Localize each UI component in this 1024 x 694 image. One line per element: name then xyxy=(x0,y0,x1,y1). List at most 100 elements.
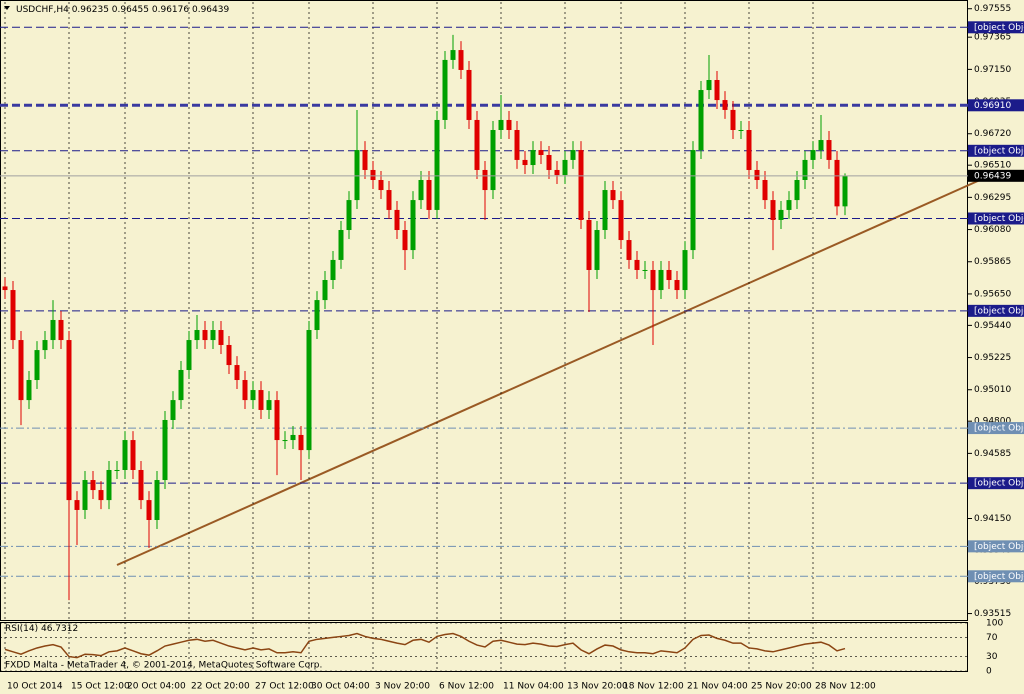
chart-header: USDCHF,H4 0.96235 0.96455 0.96176 0.9643… xyxy=(16,5,229,15)
candle-body xyxy=(370,169,376,181)
candle-body xyxy=(186,340,192,370)
rsi-tick-label: 70 xyxy=(986,633,998,643)
candle-body xyxy=(570,150,576,160)
candle-body xyxy=(338,230,344,260)
candle-body xyxy=(826,140,832,160)
candle-body xyxy=(314,300,320,331)
price-line-label: 0.96910 xyxy=(974,101,1011,111)
candle-body xyxy=(522,159,528,166)
candle-body xyxy=(538,150,544,156)
rsi-last: 46.7312 xyxy=(41,624,78,634)
footer: FXDD Malta - MetaTrader 4, © 2001-2014, … xyxy=(5,661,322,671)
rsi-tick-label: 30 xyxy=(986,652,998,662)
candle-body xyxy=(34,350,40,381)
candle-body xyxy=(498,119,504,131)
y-tick-label: 0.97150 xyxy=(974,65,1011,75)
trend-line xyxy=(116,179,981,566)
candle-body xyxy=(642,269,648,271)
candle-body xyxy=(802,159,808,181)
price-line-label-box xyxy=(968,144,1024,157)
candle-body xyxy=(298,434,304,451)
candle-body xyxy=(594,230,600,270)
price-line-label-box xyxy=(968,477,1024,490)
candle-body xyxy=(474,119,480,170)
candle-body xyxy=(754,169,760,181)
candle-body xyxy=(170,400,176,420)
current-price-label: 0.96439 xyxy=(974,171,1011,181)
candle-body xyxy=(842,175,848,207)
candle-body xyxy=(146,500,152,520)
x-tick-label: 28 Nov 12:00 xyxy=(815,682,876,692)
candle-body xyxy=(210,330,216,341)
candle-body xyxy=(242,380,248,401)
candle-body xyxy=(746,130,752,170)
candle-body xyxy=(394,209,400,231)
candle-body xyxy=(674,280,680,291)
y-tick-label: 0.96080 xyxy=(974,225,1011,235)
candle-body xyxy=(266,400,272,410)
candle-body xyxy=(26,380,32,401)
candle-body xyxy=(450,50,456,60)
candle-body xyxy=(98,490,104,501)
y-tick-label: 0.96510 xyxy=(974,161,1011,171)
candle-body xyxy=(602,190,608,231)
candle-body xyxy=(634,259,640,270)
candle-body xyxy=(218,330,224,345)
candle-body xyxy=(562,159,568,176)
rsi-header: RSI(14) 46.7312 xyxy=(5,624,78,634)
candle-body xyxy=(74,500,80,510)
candle-body xyxy=(442,59,448,120)
candle-body xyxy=(10,290,16,341)
candle-body xyxy=(578,150,584,220)
overlay: [object Object] 0.96910 [object Object] [ob… xyxy=(968,21,1024,583)
rsi-pane xyxy=(0,622,968,672)
candle-body xyxy=(706,79,712,91)
candle-body xyxy=(658,269,664,291)
x-tick-label: 20 Oct 04:00 xyxy=(127,682,186,692)
candle-body xyxy=(82,480,88,510)
candle-body xyxy=(138,469,144,501)
rsi-tick-label: 0 xyxy=(986,667,992,677)
y-tick-label: 0.96295 xyxy=(974,193,1011,203)
candle-body xyxy=(130,440,136,470)
candle-body xyxy=(386,190,392,210)
candle-body xyxy=(698,90,704,151)
menu-icon xyxy=(4,6,10,10)
candle-body xyxy=(714,79,720,101)
candle-body xyxy=(626,240,632,260)
candle-body xyxy=(106,469,112,501)
y-tick-label: 0.94585 xyxy=(974,449,1011,459)
candle-body xyxy=(778,209,784,220)
rsi-tick-label: 100 xyxy=(986,619,1003,629)
candle-body xyxy=(410,200,416,251)
candle-body xyxy=(202,330,208,341)
price-line-label-box xyxy=(968,99,1024,112)
candle-body xyxy=(514,130,520,160)
candle-body xyxy=(738,130,744,132)
y-tick-label: 0.95440 xyxy=(974,321,1011,331)
price-line-label-box xyxy=(968,304,1024,317)
candle-body xyxy=(18,340,24,401)
y-tick-label: 0.96720 xyxy=(974,129,1011,139)
candle-body xyxy=(666,269,672,281)
y-tick-label: 0.94800 xyxy=(974,417,1011,427)
price-line-label: [object Object] xyxy=(974,424,1024,434)
current-price-label-box xyxy=(968,169,1024,182)
candle-body xyxy=(58,319,64,341)
price-line-label-box xyxy=(968,570,1024,583)
candle-body xyxy=(794,180,800,201)
y-tick-label: 0.95650 xyxy=(974,289,1011,299)
y-tick-label: 0.95865 xyxy=(974,257,1011,267)
candle-body xyxy=(482,169,488,191)
header-low: 0.96176 xyxy=(152,5,189,15)
x-tick-label: 13 Nov 20:00 xyxy=(567,682,628,692)
candle-body xyxy=(226,344,232,366)
price-line-label-box xyxy=(968,21,1024,34)
candle-body xyxy=(418,180,424,201)
price-line-label: [object Object] xyxy=(974,542,1024,552)
candle-body xyxy=(234,365,240,381)
candle-body xyxy=(154,480,160,520)
candle-body xyxy=(722,100,728,110)
